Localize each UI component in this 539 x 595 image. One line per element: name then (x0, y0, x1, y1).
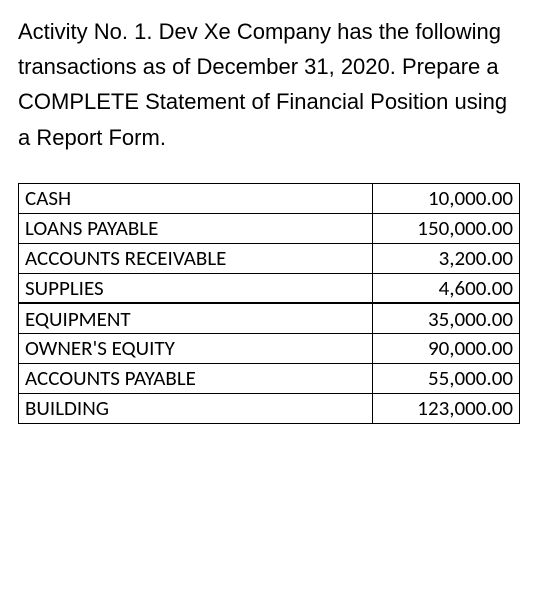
account-value: 3,200.00 (373, 243, 520, 273)
account-value: 123,000.00 (373, 393, 520, 423)
activity-prompt: Activity No. 1. Dev Xe Company has the f… (18, 14, 521, 155)
account-label: EQUIPMENT (19, 303, 373, 333)
table-row: LOANS PAYABLE150,000.00 (19, 213, 520, 243)
account-value: 10,000.00 (373, 183, 520, 213)
account-value: 90,000.00 (373, 333, 520, 363)
table-row: BUILDING123,000.00 (19, 393, 520, 423)
account-label: SUPPLIES (19, 273, 373, 303)
account-value: 55,000.00 (373, 363, 520, 393)
account-value: 35,000.00 (373, 303, 520, 333)
account-value: 150,000.00 (373, 213, 520, 243)
account-label: OWNER'S EQUITY (19, 333, 373, 363)
account-label: CASH (19, 183, 373, 213)
account-label: LOANS PAYABLE (19, 213, 373, 243)
account-label: ACCOUNTS PAYABLE (19, 363, 373, 393)
accounts-table: CASH10,000.00LOANS PAYABLE150,000.00ACCO… (18, 183, 520, 424)
table-row: ACCOUNTS PAYABLE55,000.00 (19, 363, 520, 393)
account-label: ACCOUNTS RECEIVABLE (19, 243, 373, 273)
account-label: BUILDING (19, 393, 373, 423)
table-row: OWNER'S EQUITY90,000.00 (19, 333, 520, 363)
table-row: ACCOUNTS RECEIVABLE3,200.00 (19, 243, 520, 273)
account-value: 4,600.00 (373, 273, 520, 303)
accounts-table-body: CASH10,000.00LOANS PAYABLE150,000.00ACCO… (19, 183, 520, 423)
table-row: EQUIPMENT35,000.00 (19, 303, 520, 333)
table-row: CASH10,000.00 (19, 183, 520, 213)
table-row: SUPPLIES4,600.00 (19, 273, 520, 303)
